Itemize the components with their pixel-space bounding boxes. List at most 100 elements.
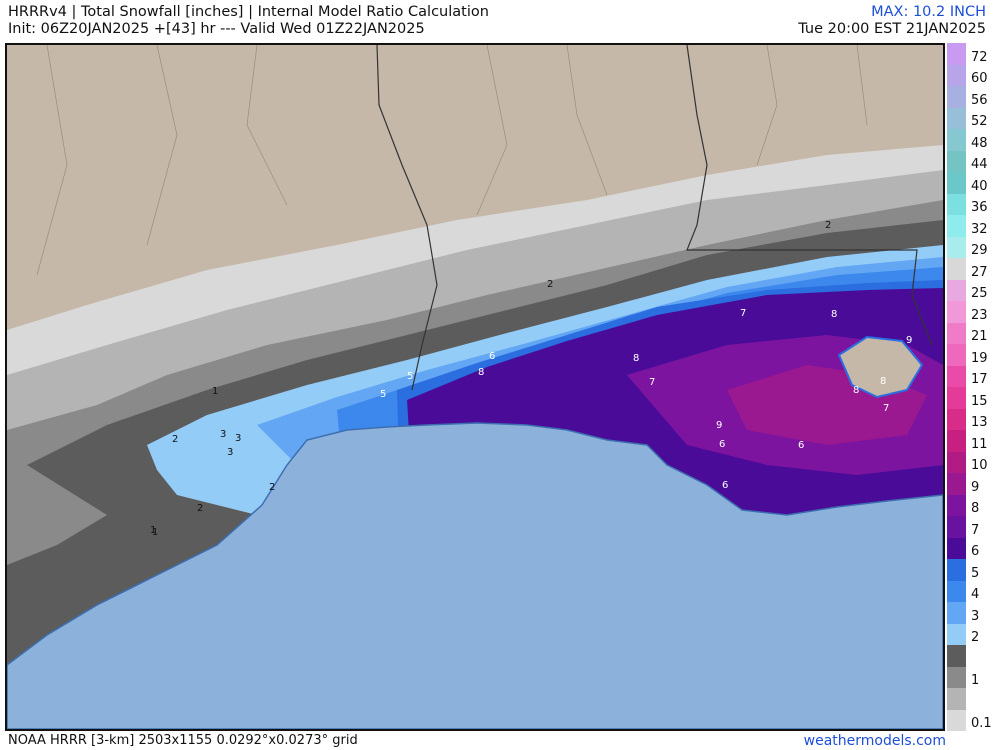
legend-row: 2 — [947, 623, 1000, 645]
snowfall-map-graphic — [7, 45, 943, 729]
legend-label: 72 — [971, 49, 988, 65]
legend-swatch — [947, 666, 966, 688]
legend-label: 44 — [971, 157, 988, 172]
color-legend: 72 60 56 52 48 44 40 36 32 29 27 25 23 21 19 17 15 13 11 10… — [947, 43, 1000, 731]
contour-label: 1 — [212, 386, 218, 397]
contour-label: 6 — [722, 480, 728, 491]
legend-swatch — [947, 150, 966, 172]
contour-label: 6 — [489, 351, 495, 362]
legend-swatch — [947, 258, 966, 280]
legend-row: 8 — [947, 494, 1000, 516]
legend-row — [947, 688, 1000, 710]
gulf-of-mexico — [7, 422, 943, 729]
legend-row: 44 — [947, 150, 1000, 172]
legend-label: 52 — [971, 114, 988, 129]
legend-row: 7 — [947, 516, 1000, 538]
legend-label: 32 — [971, 221, 988, 237]
legend-swatch — [947, 86, 966, 108]
legend-label: 21 — [971, 329, 988, 344]
legend-swatch — [947, 430, 966, 452]
legend-label: 29 — [971, 243, 988, 258]
legend-label: 40 — [971, 178, 988, 194]
contour-label: 5 — [380, 389, 386, 400]
contour-label: 6 — [798, 440, 804, 451]
contour-label: 2 — [547, 279, 553, 290]
legend-label: 0.1 — [971, 716, 992, 731]
legend-row: 27 — [947, 258, 1000, 280]
legend-swatch — [947, 516, 966, 538]
legend-label: 13 — [971, 415, 988, 430]
brand-link[interactable]: weathermodels.com — [803, 733, 946, 749]
legend-label: 3 — [971, 608, 980, 624]
legend-swatch — [947, 451, 966, 473]
legend-swatch — [947, 322, 966, 344]
legend-row: 40 — [947, 172, 1000, 194]
contour-label: 7 — [883, 403, 889, 414]
contour-label: 3 — [227, 447, 233, 458]
legend-row: 48 — [947, 129, 1000, 151]
legend-label: 1 — [971, 673, 980, 688]
legend-label: 23 — [971, 307, 988, 323]
legend-label: 48 — [971, 135, 988, 151]
legend-row — [947, 645, 1000, 667]
legend-row: 72 — [947, 43, 1000, 65]
legend-swatch — [947, 43, 966, 65]
contour-label: 1 — [152, 527, 158, 538]
legend-label: 27 — [971, 264, 988, 280]
legend-row: 11 — [947, 430, 1000, 452]
legend-label: 56 — [971, 92, 988, 108]
contour-label: 2 — [197, 503, 203, 514]
contour-label: 1 — [150, 525, 156, 536]
legend-row: 6 — [947, 537, 1000, 559]
legend-label: 2 — [971, 630, 980, 645]
legend-swatch — [947, 559, 966, 581]
contour-label: 2 — [172, 434, 178, 445]
state-border — [686, 45, 933, 346]
legend-swatch — [947, 215, 966, 237]
legend-swatch — [947, 387, 966, 409]
legend-label: 9 — [971, 479, 980, 495]
legend-swatch — [947, 301, 966, 323]
legend-swatch — [947, 129, 966, 151]
contour-label: 9 — [716, 420, 722, 431]
contour-label: 3 — [220, 429, 226, 440]
legend-row: 15 — [947, 387, 1000, 409]
legend-row: 52 — [947, 107, 1000, 129]
contour-label: 3 — [235, 433, 241, 444]
legend-swatch — [947, 193, 966, 215]
state-border — [376, 45, 438, 391]
land-clearing — [837, 335, 924, 399]
legend-row: 4 — [947, 580, 1000, 602]
legend-swatch — [947, 623, 966, 645]
legend-row: 60 — [947, 64, 1000, 86]
legend-swatch — [947, 580, 966, 602]
legend-swatch — [947, 688, 966, 710]
legend-row: 9 — [947, 473, 1000, 495]
legend-row: 25 — [947, 279, 1000, 301]
legend-row: 56 — [947, 86, 1000, 108]
legend-row: 5 — [947, 559, 1000, 581]
legend-row: 23 — [947, 301, 1000, 323]
legend-label: 10 — [971, 458, 988, 473]
legend-swatch — [947, 645, 966, 667]
legend-row: 17 — [947, 365, 1000, 387]
valid-local-time: Tue 20:00 EST 21JAN2025 — [798, 21, 986, 37]
legend-row: 10 — [947, 451, 1000, 473]
legend-swatch — [947, 408, 966, 430]
legend-row: 13 — [947, 408, 1000, 430]
legend-label: 8 — [971, 501, 980, 516]
max-snowfall: MAX: 10.2 INCH — [871, 4, 986, 20]
map-title: HRRRv4 | Total Snowfall [inches] | Inter… — [8, 4, 489, 20]
contour-label: 8 — [478, 367, 484, 378]
legend-swatch — [947, 709, 966, 731]
model-grid-info: NOAA HRRR [3-km] 2503x1155 0.0292°x0.027… — [8, 733, 358, 748]
contour-label: 5 — [407, 371, 413, 382]
legend-label: 4 — [971, 587, 980, 602]
legend-label: 36 — [971, 200, 988, 215]
legend-label: 60 — [971, 71, 988, 86]
contour-label: 8 — [831, 309, 837, 320]
legend-swatch — [947, 537, 966, 559]
contour-label: 8 — [880, 376, 886, 387]
contour-label: 8 — [853, 385, 859, 396]
